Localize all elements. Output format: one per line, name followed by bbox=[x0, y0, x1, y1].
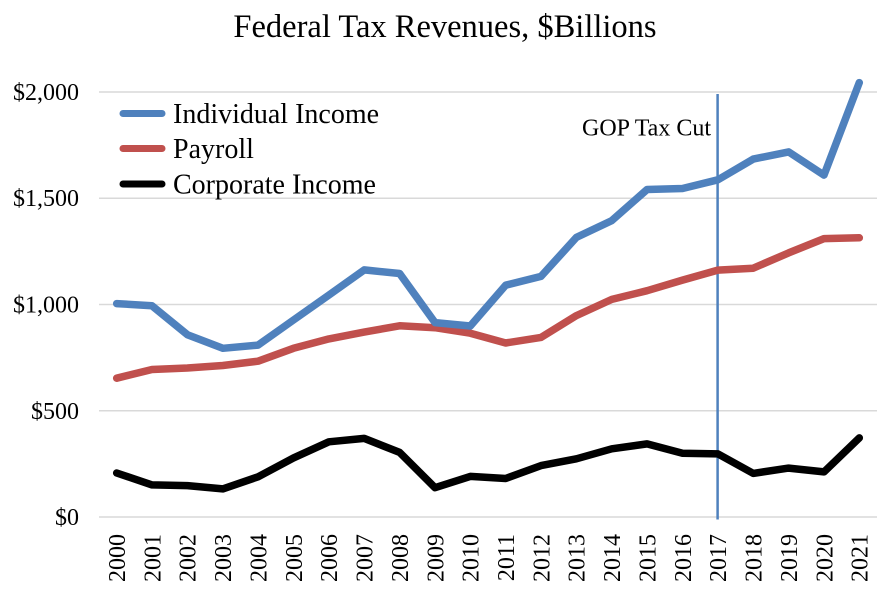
svg-text:2008: 2008 bbox=[388, 534, 414, 582]
svg-text:2005: 2005 bbox=[282, 534, 308, 582]
svg-text:2014: 2014 bbox=[600, 534, 626, 582]
svg-text:$2,000: $2,000 bbox=[13, 80, 79, 106]
svg-text:$1,500: $1,500 bbox=[13, 186, 79, 212]
svg-text:2011: 2011 bbox=[494, 534, 520, 581]
svg-text:$1,000: $1,000 bbox=[13, 293, 79, 319]
svg-text:2016: 2016 bbox=[671, 534, 697, 582]
svg-text:2017: 2017 bbox=[706, 534, 732, 582]
svg-text:GOP Tax Cut: GOP Tax Cut bbox=[582, 115, 711, 141]
svg-text:2003: 2003 bbox=[211, 534, 237, 582]
svg-text:2007: 2007 bbox=[353, 534, 379, 582]
svg-text:2006: 2006 bbox=[317, 534, 343, 582]
svg-text:2004: 2004 bbox=[246, 534, 272, 582]
svg-text:2019: 2019 bbox=[777, 534, 803, 582]
svg-text:2015: 2015 bbox=[635, 534, 661, 582]
svg-text:2013: 2013 bbox=[565, 534, 591, 582]
svg-text:2021: 2021 bbox=[848, 534, 874, 582]
svg-text:Individual Income: Individual Income bbox=[173, 99, 379, 130]
svg-text:Federal Tax Revenues, $Billion: Federal Tax Revenues, $Billions bbox=[233, 9, 656, 45]
svg-text:2000: 2000 bbox=[105, 534, 131, 582]
svg-text:Payroll: Payroll bbox=[173, 134, 254, 165]
svg-text:2020: 2020 bbox=[812, 534, 838, 582]
svg-text:2010: 2010 bbox=[459, 534, 485, 582]
svg-text:$500: $500 bbox=[31, 399, 79, 425]
svg-text:2018: 2018 bbox=[742, 534, 768, 582]
svg-text:$0: $0 bbox=[55, 505, 79, 531]
svg-text:Corporate Income: Corporate Income bbox=[173, 170, 376, 201]
svg-text:2001: 2001 bbox=[140, 534, 166, 582]
svg-text:2012: 2012 bbox=[529, 534, 555, 582]
svg-text:2002: 2002 bbox=[176, 534, 202, 582]
svg-text:2009: 2009 bbox=[423, 534, 449, 582]
